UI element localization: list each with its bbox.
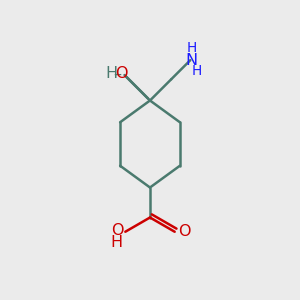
Text: –: – (113, 66, 122, 81)
Text: H: H (192, 64, 202, 78)
Text: O: O (115, 66, 128, 81)
Text: H: H (110, 235, 122, 250)
Text: H: H (105, 66, 117, 81)
Text: O: O (178, 224, 191, 239)
Text: O: O (111, 223, 124, 238)
Text: H: H (187, 41, 197, 55)
Text: N: N (186, 53, 198, 68)
